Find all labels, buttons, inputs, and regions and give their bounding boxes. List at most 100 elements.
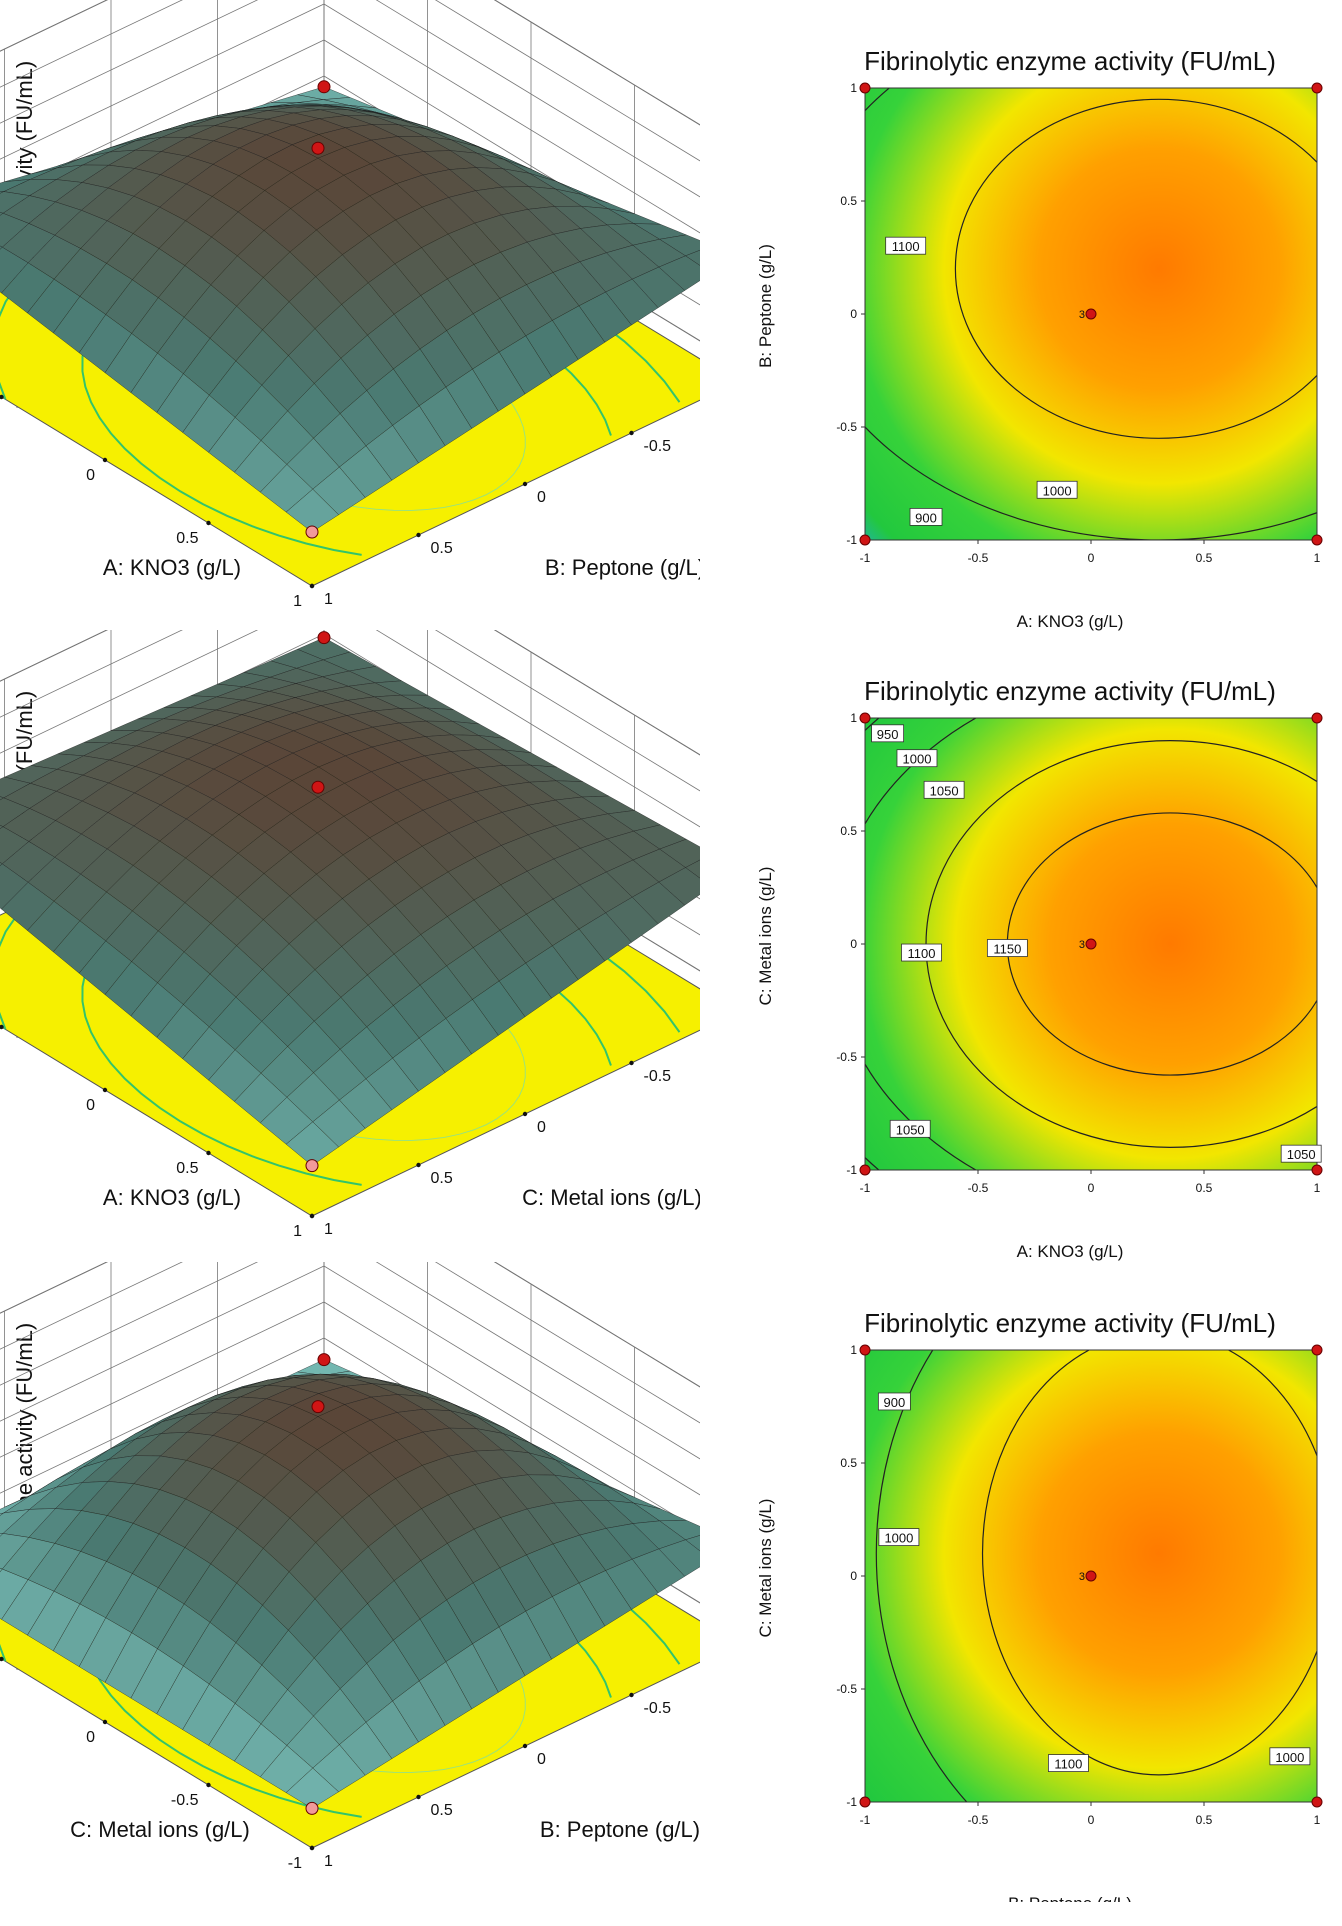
contour-label-box xyxy=(871,724,905,743)
contour-line xyxy=(875,1350,968,1802)
contour-line xyxy=(981,1350,1317,1776)
contour-map: -1 -0.5 0 0.5 1 -1 -0.5 0 0.5 1 900 1000 1100 1000 3 xyxy=(836,1343,1323,1827)
grid-line xyxy=(0,630,700,792)
y-tick-label: -0.5 xyxy=(644,438,672,455)
y-tick-label: 0.5 xyxy=(431,540,453,557)
contour-label-box xyxy=(909,507,943,526)
x-tick-label: 1 xyxy=(293,593,302,610)
contour-label-box xyxy=(885,236,927,255)
design-point xyxy=(311,1400,325,1414)
contour-label-box xyxy=(889,1119,931,1138)
y-tick-label: -1 xyxy=(846,533,857,547)
design-point xyxy=(859,712,871,724)
x-tick-label: 1 xyxy=(1314,551,1321,565)
tick-mark xyxy=(629,1060,634,1066)
design-point xyxy=(1311,1796,1323,1808)
x-tick-label: 0 xyxy=(86,467,95,484)
contour-plot-3: Fibrinolytic enzyme activity (FU/mL) -1-… xyxy=(756,1308,1323,1902)
tick-mark xyxy=(309,1213,315,1219)
design-point xyxy=(1311,1344,1323,1356)
y-tick-label: -1 xyxy=(846,1795,857,1809)
contour-label-box xyxy=(878,1528,920,1546)
design-point xyxy=(311,780,325,794)
chart-title: Fibrinolytic enzyme activity (FU/mL) xyxy=(864,1308,1276,1338)
design-point xyxy=(1311,712,1323,724)
contour-label: 900 xyxy=(915,510,937,525)
grid-line xyxy=(0,630,700,828)
grid-line xyxy=(0,1262,700,1460)
x-tick-label: -1 xyxy=(860,1181,871,1195)
floor-contour xyxy=(0,284,19,400)
contour-label: 950 xyxy=(877,727,899,742)
y-tick-label: 0 xyxy=(850,307,857,321)
x-tick-label: 1 xyxy=(1314,1181,1321,1195)
surface-cell xyxy=(685,249,700,266)
x-tick-label: -1 xyxy=(288,1855,302,1872)
y-tick-label: 1 xyxy=(850,711,857,725)
y-ticks: -1-0.500.51 xyxy=(309,430,672,608)
surface-cell xyxy=(0,212,4,216)
surface-cell xyxy=(685,1535,700,1552)
contour-line xyxy=(954,98,1317,439)
contour-label: 1100 xyxy=(892,239,920,254)
design-point xyxy=(1311,534,1323,546)
contour-label-box xyxy=(986,939,1028,957)
x-tick-label: 0 xyxy=(1088,1813,1095,1827)
design-point xyxy=(317,631,331,645)
tick-mark xyxy=(309,1845,315,1851)
y-tick-label: 0.5 xyxy=(431,1170,453,1187)
design-point xyxy=(859,1164,871,1176)
tick-mark xyxy=(206,1782,211,1788)
x-tick-label: 0.5 xyxy=(176,1160,198,1177)
contour-label: 1000 xyxy=(903,752,932,767)
design-point xyxy=(305,1801,319,1815)
tick-mark xyxy=(629,430,634,436)
y-tick-label: -0.5 xyxy=(836,420,857,434)
tick-mark xyxy=(206,520,211,526)
y-tick-label: 0 xyxy=(537,1751,546,1768)
x-tick-label: 0 xyxy=(1088,551,1095,565)
tick-mark xyxy=(0,1656,4,1662)
contour-label-box xyxy=(877,1392,911,1411)
design-point xyxy=(317,1353,331,1367)
contour-label: 1000 xyxy=(1043,483,1072,498)
grid-line xyxy=(0,0,700,126)
x-ticks: -1-0.500.51 xyxy=(0,394,315,610)
response-surface xyxy=(0,631,700,1173)
surface-cell xyxy=(0,824,4,830)
tick-mark xyxy=(206,1150,211,1156)
center-replicate-label: 3 xyxy=(1079,939,1085,951)
tick-mark xyxy=(102,457,108,463)
tick-mark xyxy=(0,1024,4,1030)
y-axis-label: C: Metal ions (g/L) xyxy=(522,1185,700,1210)
design-point xyxy=(859,534,871,546)
contour-label-box xyxy=(896,749,938,768)
surface-plot-2: Fibrinolytic enzyme activity (FU/mL) 700… xyxy=(0,630,700,1240)
contour-label: 900 xyxy=(884,1395,906,1410)
design-point xyxy=(859,1796,871,1808)
contour-label: 1050 xyxy=(896,1122,925,1137)
y-axis-label: C: Metal ions (g/L) xyxy=(756,867,775,1006)
x-tick-label: -0.5 xyxy=(968,1181,989,1195)
x-tick-label: 0.5 xyxy=(1196,1181,1213,1195)
y-tick-label: 0.5 xyxy=(840,194,857,208)
surface-cell xyxy=(0,862,3,867)
tick-mark xyxy=(102,1087,108,1093)
y-tick-label: 0 xyxy=(537,1119,546,1136)
x-tick-label: 0.5 xyxy=(176,530,198,547)
center-replicate-label: 3 xyxy=(1079,309,1085,321)
contour-label: 1100 xyxy=(1054,1757,1082,1772)
x-axis-label: B: Peptone (g/L) xyxy=(1008,1894,1132,1902)
grid-line xyxy=(0,0,700,162)
contour-label: 1050 xyxy=(930,783,959,798)
grid-line xyxy=(0,630,700,756)
x-tick-label: 1 xyxy=(1314,1813,1321,1827)
contour-lines xyxy=(865,88,1317,540)
chart-title: Fibrinolytic enzyme activity (FU/mL) xyxy=(864,676,1276,706)
design-point xyxy=(305,1159,319,1173)
design-point xyxy=(1085,938,1097,950)
y-axis-label: B: Peptone (g/L) xyxy=(540,1817,700,1842)
y-tick-label: 0 xyxy=(850,1569,857,1583)
tick-mark xyxy=(522,1743,528,1749)
tick-mark xyxy=(0,394,4,400)
